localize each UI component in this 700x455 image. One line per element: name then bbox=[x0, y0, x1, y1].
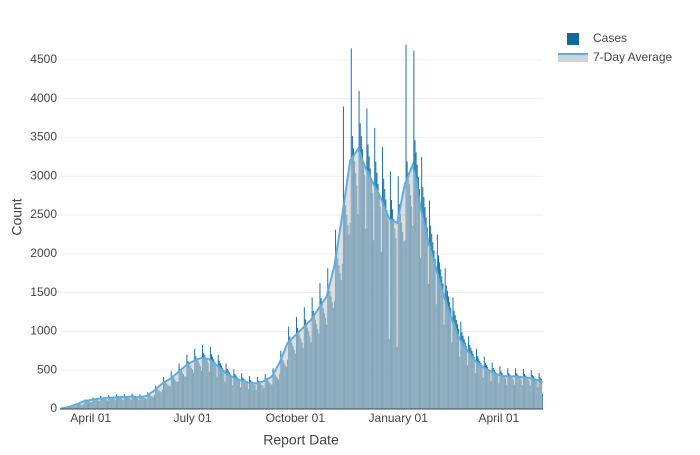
legend-label: Cases bbox=[593, 31, 627, 45]
legend-swatch bbox=[558, 54, 588, 62]
x-tick-label: October 01 bbox=[266, 411, 326, 425]
x-tick-label: April 01 bbox=[478, 411, 519, 425]
x-axis-title: Report Date bbox=[263, 432, 339, 448]
legend-label: 7-Day Average bbox=[593, 50, 672, 64]
y-tick-label: 3000 bbox=[30, 168, 57, 182]
y-tick-label: 1500 bbox=[30, 285, 57, 299]
y-tick-label: 2000 bbox=[30, 246, 57, 260]
y-axis-title: Count bbox=[9, 198, 25, 235]
y-tick-label: 1000 bbox=[30, 324, 57, 338]
y-tick-label: 2500 bbox=[30, 207, 57, 221]
y-tick-label: 4500 bbox=[30, 52, 57, 66]
y-tick-label: 0 bbox=[50, 401, 57, 415]
y-tick-label: 4000 bbox=[30, 91, 57, 105]
y-tick-label: 500 bbox=[37, 362, 57, 376]
x-tick-label: January 01 bbox=[369, 411, 429, 425]
legend-swatch bbox=[567, 33, 579, 45]
x-tick-label: April 01 bbox=[70, 411, 111, 425]
x-tick-label: July 01 bbox=[173, 411, 211, 425]
y-tick-label: 3500 bbox=[30, 130, 57, 144]
